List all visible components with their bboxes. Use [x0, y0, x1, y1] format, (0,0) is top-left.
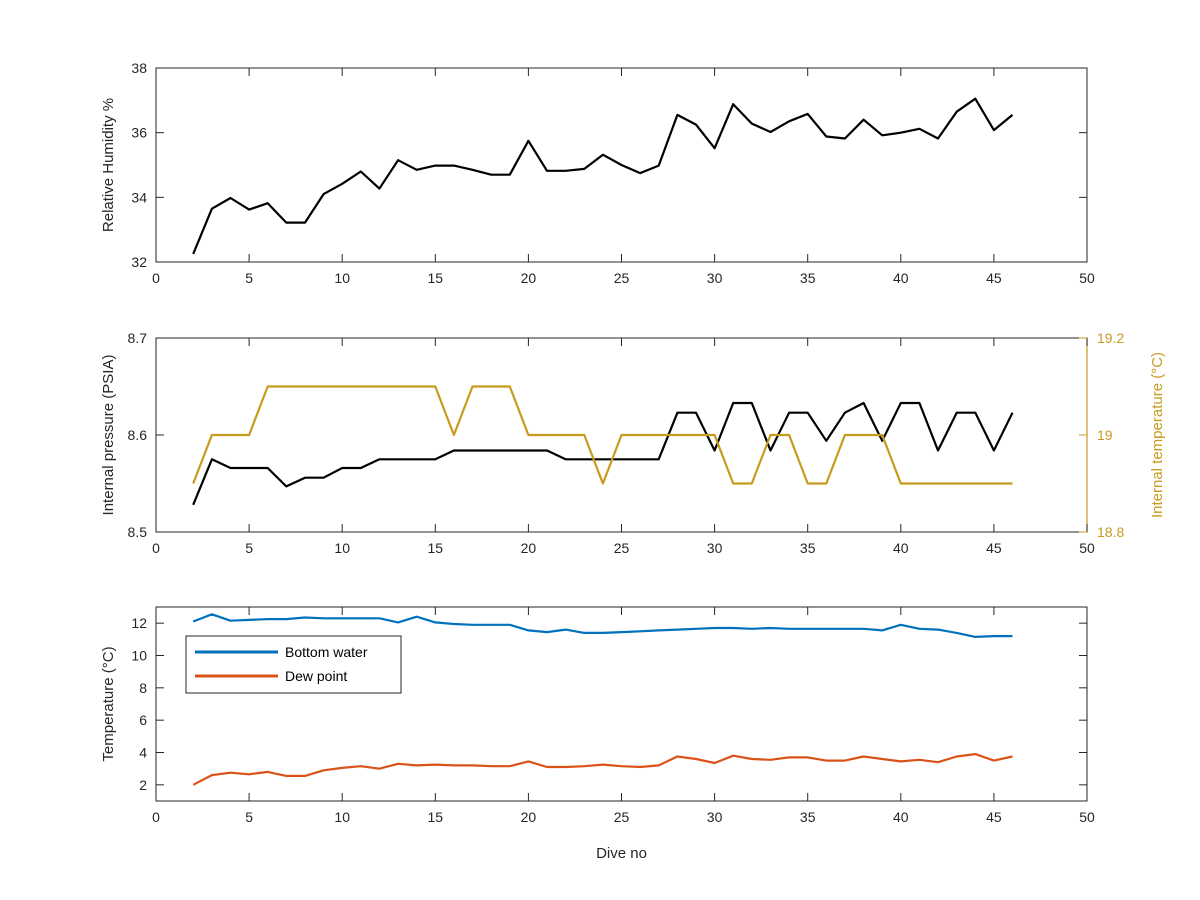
x-tick-label: 35	[800, 270, 816, 286]
y-tick-label: 38	[131, 60, 147, 76]
series-line-panel-2-2	[192, 385, 1013, 485]
x-tick-label: 0	[152, 809, 160, 825]
x-tick-label: 25	[614, 809, 630, 825]
x-tick-label: 40	[893, 809, 909, 825]
x-tick-label: 45	[986, 809, 1002, 825]
y-tick-label: 6	[139, 712, 147, 728]
y-axis-label: Relative Humidity %	[100, 98, 117, 232]
x-tick-label: 15	[428, 809, 444, 825]
x-tick-label: 25	[614, 270, 630, 286]
x-tick-label: 45	[986, 540, 1002, 556]
x-tick-label: 30	[707, 270, 723, 286]
x-tick-label: 50	[1079, 540, 1095, 556]
x-axis-label: Dive no	[596, 845, 647, 862]
y-axis-label: Internal pressure (PSIA)	[100, 355, 117, 516]
x-tick-label: 30	[707, 540, 723, 556]
y-tick-label: 8.7	[128, 330, 148, 346]
series-line-panel-2-1	[192, 401, 1014, 506]
x-tick-label: 30	[707, 809, 723, 825]
x-tick-label: 50	[1079, 809, 1095, 825]
x-tick-label: 20	[521, 809, 537, 825]
x-tick-label: 40	[893, 540, 909, 556]
x-tick-label: 5	[245, 270, 253, 286]
x-tick-label: 35	[800, 809, 816, 825]
x-tick-label: 15	[428, 540, 444, 556]
x-tick-label: 0	[152, 540, 160, 556]
y-tick-label: 8	[139, 680, 147, 696]
series-line-bottom-water	[192, 613, 1013, 639]
x-tick-label: 10	[334, 540, 350, 556]
y-right-tick-label: 18.8	[1097, 524, 1124, 540]
legend-label: Dew point	[285, 668, 347, 684]
y-tick-label: 34	[131, 189, 147, 205]
x-tick-label: 50	[1079, 270, 1095, 286]
y-right-tick-label: 19	[1097, 427, 1113, 443]
x-tick-label: 35	[800, 540, 816, 556]
y-tick-label: 36	[131, 125, 147, 141]
y-tick-label: 10	[131, 648, 147, 664]
series-line-dew-point	[192, 752, 1013, 786]
series-line-panel-1-1	[192, 97, 1014, 255]
x-tick-label: 20	[521, 270, 537, 286]
x-tick-label: 40	[893, 270, 909, 286]
x-tick-label: 0	[152, 270, 160, 286]
x-tick-label: 10	[334, 270, 350, 286]
y-tick-label: 32	[131, 254, 147, 270]
x-tick-label: 45	[986, 270, 1002, 286]
legend-box	[185, 635, 402, 694]
y-axis-label: Temperature (°C)	[100, 646, 117, 761]
x-tick-label: 20	[521, 540, 537, 556]
y-tick-label: 4	[139, 745, 147, 761]
x-tick-label: 10	[334, 809, 350, 825]
x-tick-label: 5	[245, 809, 253, 825]
y-right-tick-label: 19.2	[1097, 330, 1124, 346]
x-tick-label: 5	[245, 540, 253, 556]
y-axis-label-right: Internal temperature (°C)	[1149, 352, 1166, 518]
legend-label: Bottom water	[285, 644, 368, 660]
y-tick-label: 2	[139, 777, 147, 793]
x-tick-label: 25	[614, 540, 630, 556]
y-tick-label: 8.6	[128, 427, 148, 443]
x-tick-label: 15	[428, 270, 444, 286]
y-tick-label: 8.5	[128, 524, 148, 540]
y-tick-label: 12	[131, 615, 147, 631]
